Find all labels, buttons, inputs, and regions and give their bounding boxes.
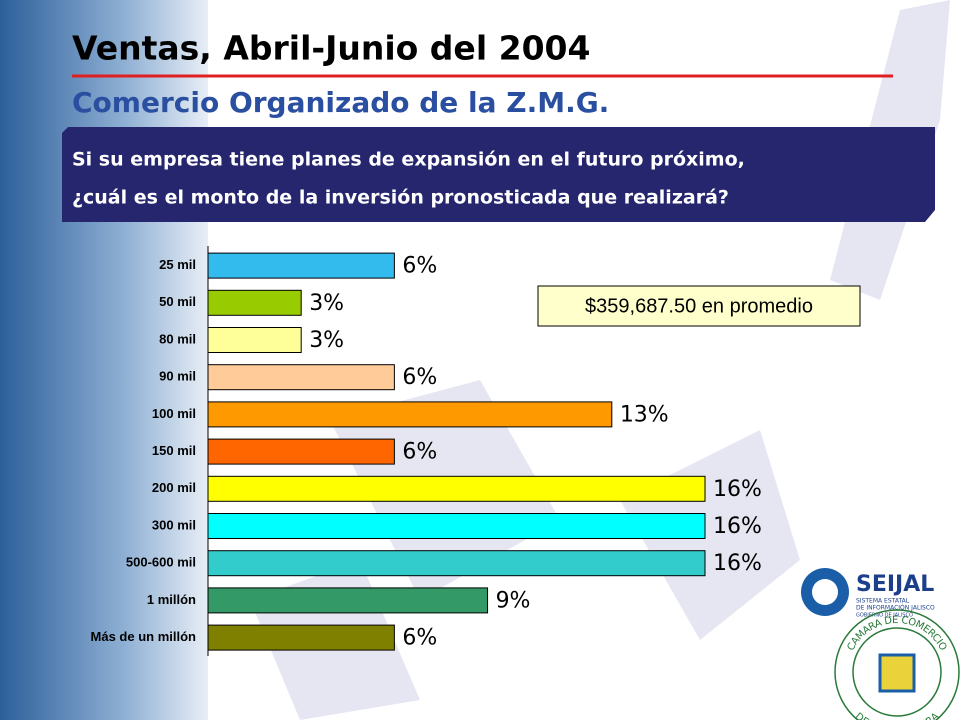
value-label: 16%: [713, 551, 762, 576]
question-line: Si su empresa tiene planes de expansión …: [72, 149, 745, 171]
category-label: 25 mil: [159, 257, 196, 272]
bar: [207, 587, 489, 614]
category-label: 50 mil: [159, 294, 196, 309]
value-label: 16%: [713, 514, 762, 539]
logo-text: SISTEMA ESTATAL: [856, 598, 910, 605]
logo-text: SEIJAL: [856, 572, 934, 597]
bar: [207, 401, 613, 428]
bar: [207, 327, 302, 353]
bar: [207, 289, 302, 316]
logo-text: DE INFORMACIÓN JALISCO: [856, 605, 935, 612]
bar: [207, 550, 706, 577]
subtitle: Comercio Organizado de la Z.M.G.: [72, 86, 609, 119]
bar: [207, 364, 395, 391]
logo-mark: [812, 579, 838, 605]
logo-ring: [852, 627, 942, 717]
category-label: 1 millón: [147, 592, 196, 607]
bar: [207, 475, 706, 502]
question-line: ¿cuál es el monto de la inversión pronos…: [72, 187, 729, 209]
category-label: Más de un millón: [91, 629, 197, 644]
value-label: 3%: [309, 291, 344, 316]
logo-ring: [834, 609, 960, 720]
bar: [207, 513, 706, 539]
bar: [207, 438, 395, 465]
category-label: 150 mil: [152, 443, 196, 458]
question-box: [62, 127, 935, 222]
value-label: 3%: [309, 328, 344, 353]
value-label: 6%: [402, 626, 437, 651]
category-label: 100 mil: [152, 406, 196, 421]
seijal-logo: SEIJAL SISTEMA ESTATAL DE INFORMACIÓN JA…: [801, 568, 935, 619]
value-label: 6%: [402, 254, 437, 279]
category-label: 300 mil: [152, 517, 196, 532]
value-label: 6%: [402, 440, 437, 465]
value-label: 6%: [402, 365, 437, 390]
bar: [207, 624, 395, 651]
value-label: 16%: [713, 477, 762, 502]
category-label: 80 mil: [159, 331, 196, 346]
logo-shield: [878, 653, 916, 693]
annotation-box: [537, 285, 861, 327]
side-band: [0, 0, 208, 720]
category-label: 500-600 mil: [126, 555, 196, 570]
value-label: 13%: [620, 402, 669, 427]
category-label: 90 mil: [159, 369, 196, 384]
logo-text: GOBIERNO DE JALISCO: [856, 613, 913, 619]
bar: [207, 252, 395, 279]
title: Ventas, Abril-Junio del 2004: [72, 29, 590, 68]
category-label: 200 mil: [152, 480, 196, 495]
value-label: 9%: [496, 588, 531, 613]
annotation: $359,687.50 en promedio: [585, 295, 813, 317]
